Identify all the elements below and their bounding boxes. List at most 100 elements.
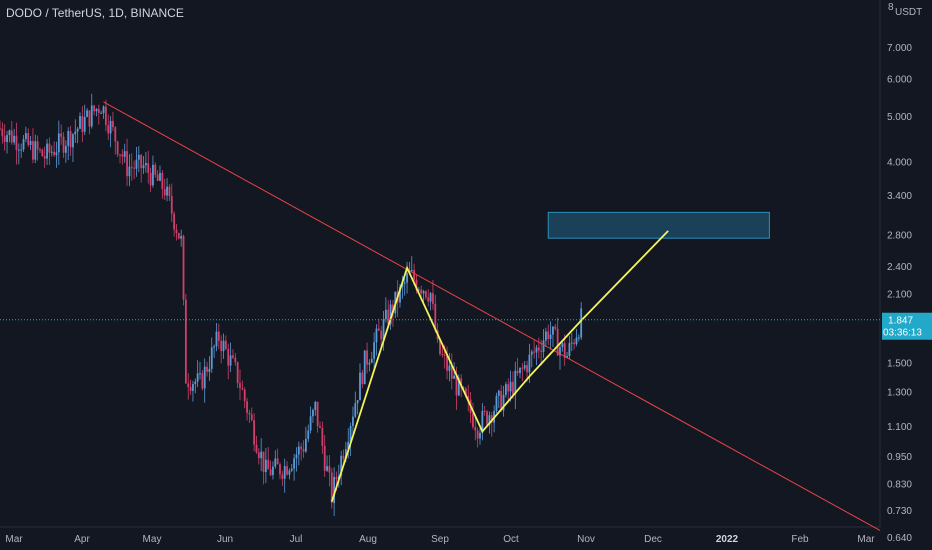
- y-tick-label: 0.950: [887, 452, 912, 463]
- candle: [512, 381, 514, 395]
- candle: [441, 354, 444, 356]
- candle: [488, 415, 491, 425]
- candle: [93, 105, 96, 112]
- candle: [293, 458, 296, 469]
- candle: [380, 330, 383, 340]
- candle: [128, 166, 131, 177]
- candle: [36, 141, 39, 150]
- zigzag-pattern-line: [330, 230, 669, 502]
- candle: [121, 154, 124, 157]
- candle: [236, 362, 239, 383]
- candle: [206, 366, 208, 372]
- candle: [335, 476, 338, 480]
- candle: [81, 116, 84, 132]
- candle: [189, 387, 192, 391]
- candle: [566, 355, 568, 358]
- candle: [161, 172, 164, 190]
- candle: [507, 384, 510, 392]
- candle: [203, 366, 206, 389]
- candle: [147, 163, 150, 173]
- candle: [69, 131, 72, 148]
- candle: [344, 449, 347, 459]
- candle: [217, 331, 220, 341]
- chart-title: DODO / TetherUS, 1D, BINANCE: [6, 6, 184, 20]
- candle: [29, 140, 32, 145]
- candle: [123, 151, 126, 157]
- candle: [464, 388, 467, 397]
- candle: [352, 416, 354, 427]
- x-tick-label: Apr: [74, 534, 90, 545]
- candle: [210, 347, 213, 369]
- candle: [514, 370, 517, 395]
- y-tick-label: 7.000: [887, 43, 912, 54]
- candle: [319, 426, 321, 428]
- target-zone: [547, 211, 770, 239]
- candle: [547, 331, 550, 339]
- candle: [297, 446, 300, 455]
- candle: [347, 441, 350, 450]
- candle: [481, 410, 484, 433]
- candle: [432, 293, 434, 304]
- candle: [384, 309, 387, 320]
- candle: [279, 464, 281, 475]
- y-tick-label: 3.400: [887, 191, 912, 202]
- candle: [406, 273, 408, 283]
- y-tick-label: 2.100: [887, 289, 912, 300]
- candle: [467, 396, 470, 400]
- candle: [462, 387, 465, 389]
- candle: [382, 319, 385, 340]
- candle: [354, 403, 357, 417]
- candle: [262, 451, 265, 472]
- candle: [168, 186, 171, 197]
- candle: [48, 143, 51, 153]
- candle: [133, 167, 136, 169]
- candle: [290, 468, 293, 471]
- candle: [126, 151, 128, 177]
- candle: [413, 269, 416, 280]
- candle: [554, 326, 557, 329]
- candle: [140, 154, 143, 169]
- candle: [328, 466, 331, 473]
- candle: [399, 286, 401, 303]
- candle: [361, 372, 364, 385]
- candle: [95, 108, 98, 112]
- candle: [530, 351, 533, 355]
- candle: [46, 143, 48, 159]
- candle: [74, 131, 77, 135]
- candle: [253, 420, 256, 445]
- candle: [41, 149, 44, 157]
- candle: [60, 133, 63, 137]
- candle: [460, 378, 463, 388]
- x-tick-label: Oct: [503, 534, 519, 545]
- candle: [340, 455, 343, 476]
- candle: [486, 411, 488, 425]
- candle: [446, 355, 448, 371]
- candle: [1, 128, 4, 137]
- candle: [142, 165, 145, 169]
- candle: [417, 289, 420, 291]
- candle: [559, 347, 561, 356]
- axis-unit-prefix: 8: [888, 2, 894, 13]
- candle: [248, 412, 251, 415]
- candle: [316, 401, 319, 427]
- y-tick-label: 4.000: [887, 157, 912, 168]
- x-tick-label: Jul: [290, 534, 303, 545]
- x-tick-label: Nov: [577, 534, 595, 545]
- candle: [563, 343, 566, 358]
- candle: [276, 458, 279, 465]
- candle: [342, 455, 345, 459]
- candle: [34, 141, 37, 160]
- candle: [502, 394, 505, 411]
- x-tick-label: Feb: [791, 534, 809, 545]
- y-tick-label: 1.300: [887, 388, 912, 399]
- candle: [170, 196, 173, 214]
- candle: [568, 343, 571, 356]
- candle: [257, 452, 260, 459]
- candle: [330, 472, 333, 504]
- candle: [67, 131, 70, 146]
- candle: [377, 328, 380, 331]
- y-tick-label: 2.800: [887, 231, 912, 242]
- candle: [175, 229, 178, 234]
- candle: [241, 388, 244, 390]
